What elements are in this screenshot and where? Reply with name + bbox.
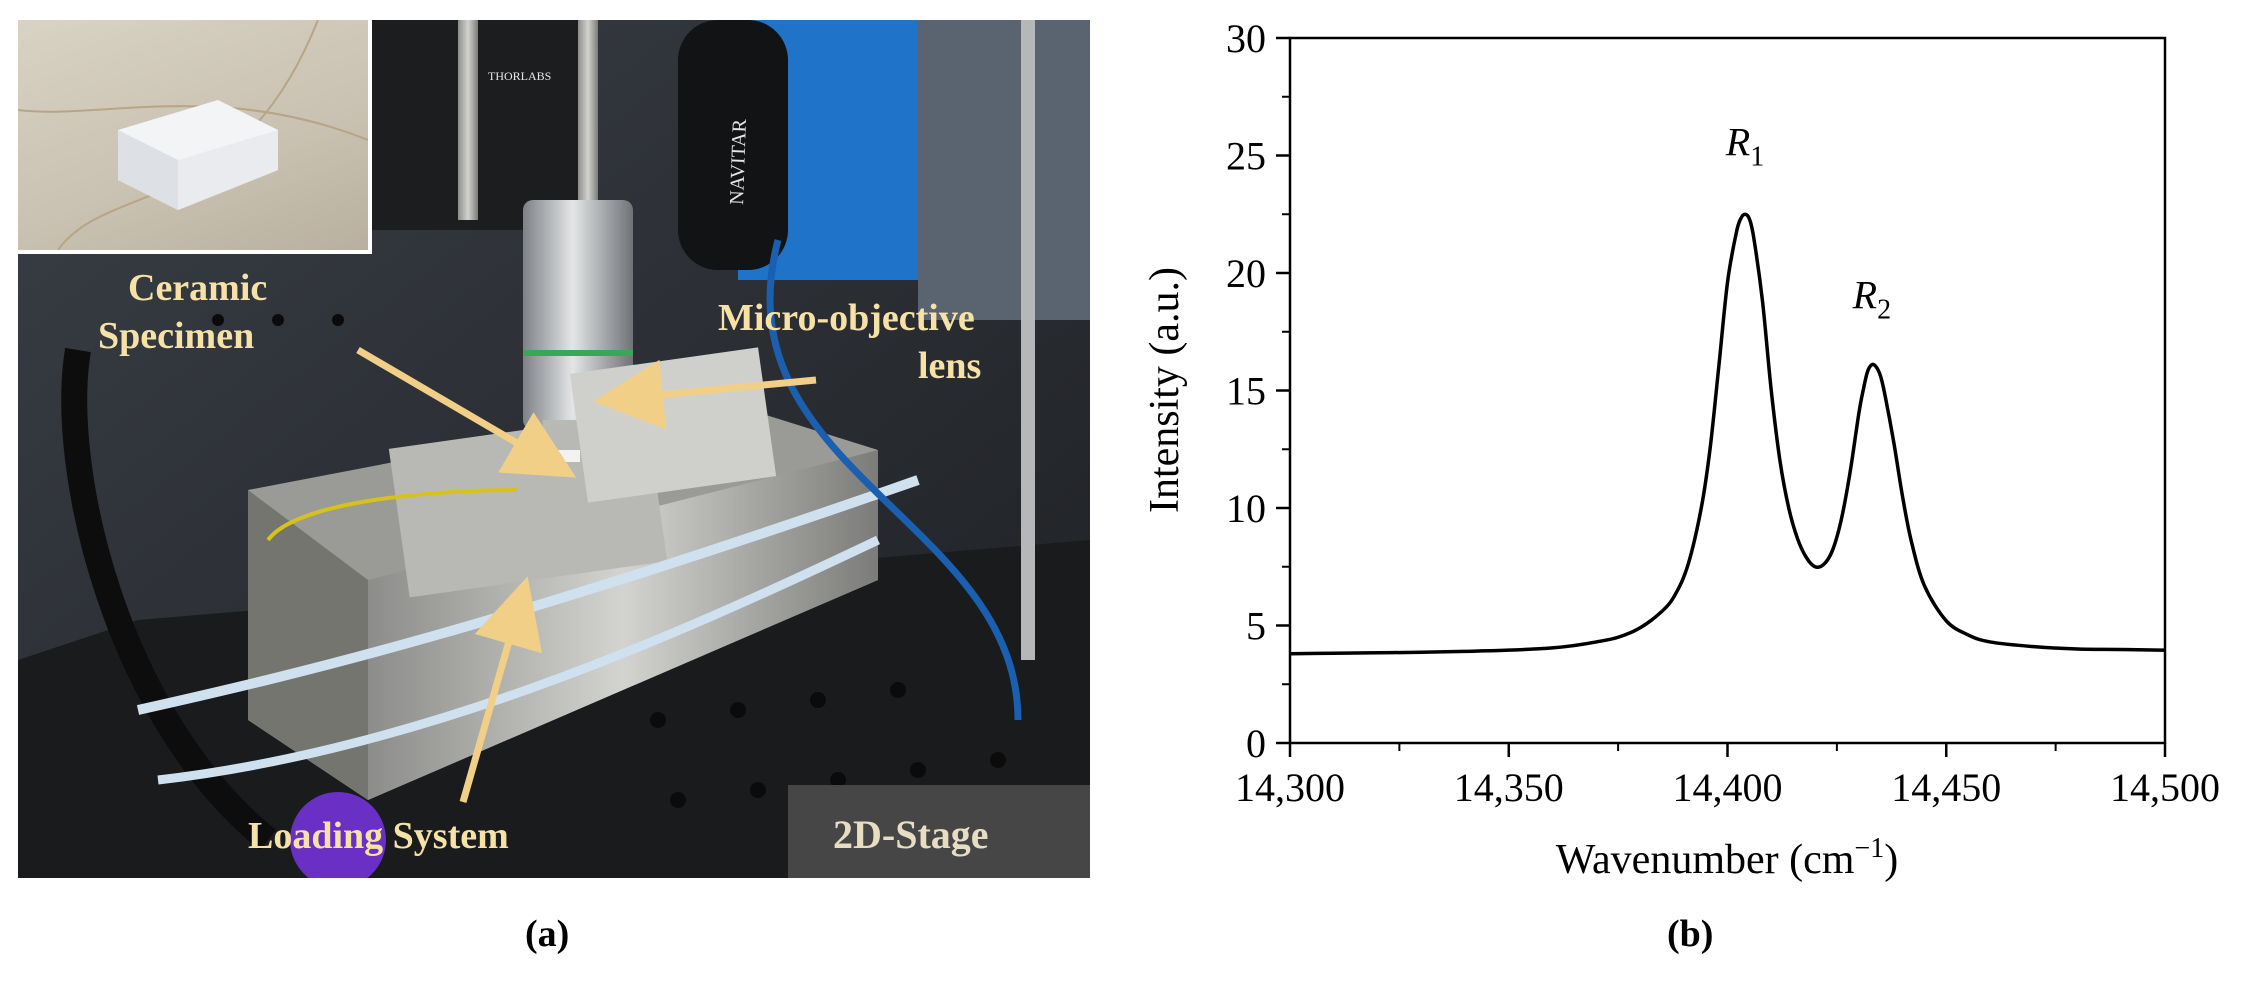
loading-system-label: Loading System bbox=[248, 815, 509, 857]
y-tick-label: 25 bbox=[1226, 134, 1266, 179]
specimen-inset-drawing bbox=[18, 20, 369, 251]
y-tick-label: 5 bbox=[1246, 604, 1266, 649]
microscope-mount bbox=[368, 20, 598, 230]
y-tick-label: 15 bbox=[1226, 369, 1266, 414]
ceramic-label-line1: Ceramic bbox=[128, 267, 267, 309]
panel-label-b: (b) bbox=[1667, 913, 1714, 955]
setup-photo-drawing: THORLABS NAVITAR Ceramic Specimen Micro-… bbox=[18, 20, 1090, 878]
y-tick-label: 20 bbox=[1226, 251, 1266, 296]
peak-label-r1: R1 bbox=[1725, 120, 1764, 173]
spectrum-chart-panel: 14,300 14,350 14,400 14,450 14,500 0 5 10 15 20 2… bbox=[1120, 0, 2246, 900]
ceramic-label-line2: Specimen bbox=[98, 315, 254, 357]
stage-label-box bbox=[788, 785, 1090, 878]
x-tick-label: 14,350 bbox=[1454, 765, 1564, 810]
spectrum-chart: 14,300 14,350 14,400 14,450 14,500 0 5 10 15 20 2… bbox=[1142, 16, 2220, 883]
x-axis-label: Wavenumber (cm−1) bbox=[1556, 833, 1898, 883]
thorlabs-brand: THORLABS bbox=[488, 69, 551, 83]
spectrum-line bbox=[1289, 212, 2166, 656]
micro-objective-label-line2: lens bbox=[918, 345, 981, 387]
x-tick-label: 14,500 bbox=[2110, 765, 2220, 810]
ceramic-specimen-on-stage bbox=[558, 450, 580, 462]
loading-system-arrow bbox=[459, 576, 543, 803]
navitar-brand: NAVITAR bbox=[726, 118, 751, 205]
micro-objective-label-line1: Micro-objective bbox=[718, 297, 975, 339]
y-tick-label: 0 bbox=[1246, 721, 1266, 766]
peak-label-r2: R2 bbox=[1852, 272, 1891, 325]
navitar-camera bbox=[678, 20, 788, 270]
stage-2d-label: 2D-Stage bbox=[833, 812, 989, 857]
y-axis-label: Intensity (a.u.) bbox=[1142, 267, 1188, 513]
x-tick-label: 14,400 bbox=[1673, 765, 1783, 810]
y-tick-label: 30 bbox=[1226, 16, 1266, 61]
micro-objective-arrow bbox=[593, 359, 817, 430]
purple-knob bbox=[290, 792, 386, 878]
x-tick-label: 14,300 bbox=[1235, 765, 1345, 810]
ceramic-specimen-arrow bbox=[356, 346, 577, 478]
y-tick-label: 10 bbox=[1226, 486, 1266, 531]
specimen-inset-photo bbox=[18, 20, 372, 254]
x-tick-label: 14,450 bbox=[1891, 765, 2001, 810]
setup-photo: THORLABS NAVITAR Ceramic Specimen Micro-… bbox=[18, 20, 1090, 878]
panel-label-a: (a) bbox=[525, 913, 570, 955]
